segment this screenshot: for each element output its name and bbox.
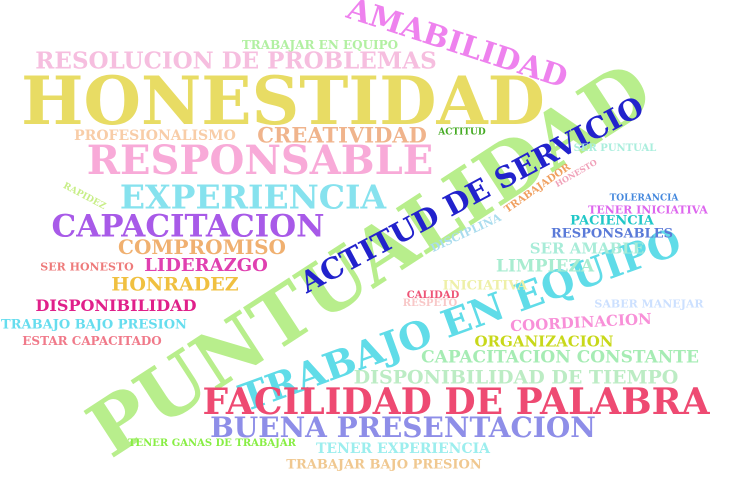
word-facilidad-de-palabra: FACILIDAD DE PALABRA (202, 381, 710, 423)
word-tener-ganas-de-trabajar: TENER GANAS DE TRABAJAR (128, 438, 296, 449)
word-saber-manejar: SABER MANEJAR (594, 297, 704, 311)
word-trabajar-bajo-presion: TRABAJAR BAJO PRESION (286, 457, 482, 473)
word-trabajar-en-equipo: TRABAJAR EN EQUIPO (241, 38, 399, 52)
word-buena-presentacion: BUENA PRESENTACION (210, 411, 596, 444)
word-calidad: CALIDAD (406, 290, 460, 301)
word-ser-amable: SER AMABLE (529, 239, 645, 258)
word-resolucion-de-problemas: RESOLUCION DE PROBLEMAS (35, 47, 437, 75)
word-paciencia: PACIENCIA (570, 213, 654, 229)
word-profesionalismo: PROFESIONALISMO (74, 128, 236, 144)
word-coordinacion: COORDINACION (509, 309, 653, 336)
word-limpieza: LIMPIEZA (495, 256, 595, 277)
word-experiencia: EXPERIENCIA (119, 177, 387, 217)
word-iniciativa: INICIATIVA (442, 278, 528, 294)
word-capacitacion-constante: CAPACITACION CONSTANTE (421, 347, 699, 368)
word-disponibilidad-de-tiempo: DISPONIBILIDAD DE TIEMPO (353, 366, 679, 389)
word-responsable: RESPONSABLE (86, 137, 434, 184)
word-responsables: RESPONSABLES (551, 226, 673, 242)
word-tener-iniciativa: TENER INICIATIVA (588, 203, 708, 217)
word-tener-experiencia: TENER EXPERIENCIA (315, 441, 491, 457)
word-organizacion: ORGANIZACION (474, 332, 614, 351)
word-liderazgo: LIDERAZGO (144, 255, 268, 276)
word-tolerancia: TOLERANCIA (609, 193, 679, 204)
word-honestidad: HONESTIDAD (21, 62, 545, 140)
word-ser-honesto: SER HONESTO (40, 260, 134, 274)
word-compromiso: COMPROMISO (118, 235, 286, 259)
word-capacitacion: CAPACITACION (51, 208, 325, 245)
word-respeto: RESPETO (402, 298, 458, 309)
word-rapidez: RAPIDEZ (61, 181, 108, 212)
word-actitud: ACTITUD (438, 127, 486, 138)
word-trabajo-bajo-presion: TRABAJO BAJO PRESION (1, 317, 187, 333)
word-disponibilidad: DISPONIBILIDAD (35, 296, 197, 315)
word-ser-puntual: SER PUNTUAL (573, 143, 657, 154)
word-creatividad: CREATIVIDAD (257, 122, 427, 148)
word-estar-capacitado: ESTAR CAPACITADO (22, 334, 162, 348)
word-honradez: HONRADEZ (111, 273, 239, 296)
